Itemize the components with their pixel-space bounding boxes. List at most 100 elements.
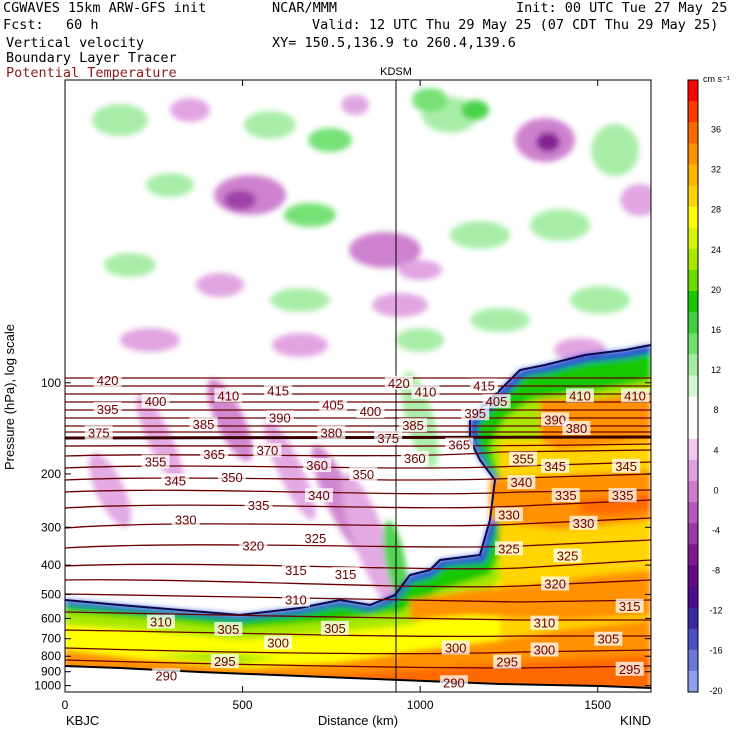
theta-contour-label: 350 [352, 467, 374, 482]
theta-contour-label: 380 [566, 421, 588, 436]
y-tick-label: 900 [41, 665, 61, 679]
colorbar-swatch [688, 396, 698, 419]
theta-label-bg [541, 576, 570, 591]
field-boundary-layer-tracer: Boundary Layer Tracer [6, 50, 177, 66]
theta-contour-label: 420 [97, 373, 119, 388]
colorbar-swatch [688, 312, 698, 334]
theta-contour-label: 295 [619, 662, 641, 677]
theta-contour-label: 385 [193, 417, 215, 432]
theta-contour-label: 330 [175, 513, 197, 528]
xy-coordinates: XY= 150.5,136.9 to 260.4,139.6 [272, 35, 516, 51]
theta-label-bg [171, 512, 200, 527]
theta-contour-label: 310 [285, 593, 307, 608]
theta-label-bg [281, 592, 310, 607]
y-tick-label: 200 [41, 467, 61, 481]
theta-contour-label: 340 [308, 488, 330, 503]
theta-contour-label: 300 [267, 635, 289, 650]
theta-label-bg [594, 631, 623, 646]
theta-contour-label: 340 [511, 475, 533, 490]
theta-contour-label: 400 [360, 404, 382, 419]
theta-label-bg [320, 620, 349, 635]
theta-contour-label: 325 [498, 541, 520, 556]
field-potential-temperature: Potential Temperature [6, 65, 177, 81]
theta-label-bg [493, 654, 522, 669]
theta-label-bg [244, 497, 273, 512]
theta-contour-label: 355 [512, 452, 534, 467]
theta-contour-label: 385 [402, 418, 424, 433]
theta-label-bg [265, 410, 294, 425]
y-tick-label: 100 [41, 376, 61, 390]
theta-label-bg [141, 454, 170, 469]
theta-contour-label: 300 [534, 642, 556, 657]
theta-label-bg [189, 417, 218, 432]
colorbar-swatch [688, 227, 698, 250]
theta-contour-label: 400 [145, 394, 167, 409]
theta-label-bg [461, 406, 490, 421]
theta-label-bg [615, 598, 644, 613]
theta-label-bg [482, 394, 511, 409]
theta-label-bg [621, 388, 650, 403]
colorbar-swatch [688, 607, 698, 630]
theta-contour-label: 325 [557, 549, 579, 564]
theta-label-bg [356, 404, 385, 419]
theta-label-bg [349, 466, 378, 481]
vertical-velocity-field-upper [92, 88, 651, 362]
theta-label-bg [146, 614, 175, 629]
colorbar-swatch [688, 438, 698, 461]
theta-label-bg [84, 425, 113, 440]
colorbar-tick-label: 12 [711, 365, 721, 375]
colorbar-swatch [688, 248, 698, 271]
theta-label-bg [608, 488, 637, 503]
theta-label-bg [331, 566, 360, 581]
colorbar-tick-label: 28 [711, 205, 721, 215]
theta-contour-label: 315 [335, 567, 357, 582]
theta-label-bg [281, 562, 310, 577]
colorbar-tick-label: 32 [711, 165, 721, 175]
theta-label-bg [319, 397, 348, 412]
theta-label-bg [210, 654, 239, 669]
colorbar-swatch [688, 375, 698, 398]
theta-contour-label: 390 [269, 410, 291, 425]
theta-label-bg [615, 661, 644, 676]
theta-label-bg [439, 675, 468, 690]
theta-label-bg [509, 451, 538, 466]
colorbar-swatch [688, 143, 698, 165]
colorbar-swatch [688, 354, 698, 376]
theta-contour-label: 420 [388, 376, 410, 391]
theta-contour-label: 320 [544, 576, 566, 591]
left-station-label: KBJC [66, 713, 99, 728]
theta-label-bg [411, 384, 440, 399]
colorbar: cm s⁻¹ 36 32 28 24 20 16 12 8 4 0 -4 -8 -12 -16 -20 [687, 74, 730, 696]
theta-contour-label: 310 [534, 616, 556, 631]
colorbar-swatch [688, 649, 698, 672]
theta-label-bg [253, 443, 282, 458]
colorbar-swatch [688, 417, 698, 440]
theta-contour-label: 310 [150, 615, 172, 630]
theta-contour-label: 395 [464, 406, 486, 421]
theta-contour-label: 325 [305, 531, 327, 546]
theta-contour-label: 390 [544, 412, 566, 427]
theta-contour-label: 295 [496, 655, 518, 670]
colorbar-swatch [688, 670, 698, 693]
theta-contour-label: 345 [544, 459, 566, 474]
theta-label-bg [152, 668, 181, 683]
x-axis: 0 500 1000 1500 [62, 80, 611, 712]
theta-label-bg [530, 615, 559, 630]
theta-contour-label: 315 [619, 599, 641, 614]
init-time: Init: 00 UTC Tue 27 May 25 [516, 0, 728, 16]
y-tick-label: 500 [41, 587, 61, 601]
theta-contour-label: 410 [569, 388, 591, 403]
theta-label-bg [612, 458, 641, 473]
colorbar-swatch [688, 333, 698, 355]
colorbar-swatch [688, 269, 698, 292]
colorbar-tick-label: -8 [712, 566, 720, 576]
theta-contour-label: 410 [415, 385, 437, 400]
theta-contour-label: 360 [306, 458, 328, 473]
theta-label-bg [400, 450, 429, 465]
theta-label-bg [161, 473, 190, 488]
x-axis-label: Distance (km) [318, 713, 398, 728]
y-tick-label: 400 [41, 558, 61, 572]
theta-label-bg [200, 447, 229, 462]
